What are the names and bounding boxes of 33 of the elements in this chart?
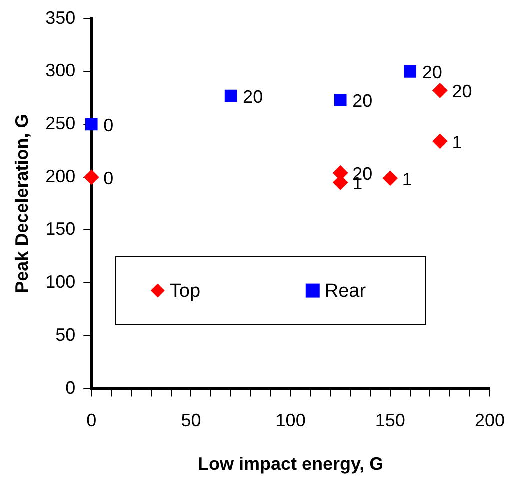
point: [85, 118, 98, 131]
point: [84, 170, 100, 185]
y-tick-label: 300: [46, 60, 76, 81]
annotation: 1: [452, 132, 462, 152]
point: [382, 170, 398, 186]
point: [334, 94, 347, 106]
point: [432, 134, 448, 149]
y-tick-label: 200: [46, 166, 76, 186]
annotation: 0: [104, 168, 114, 188]
legend-label: Rear: [324, 281, 367, 302]
x-tick-label: 200: [474, 410, 506, 431]
x-axis-title: Low impact energy, G: [198, 454, 384, 474]
annotation: 0: [104, 115, 114, 136]
y-tick-label: 0: [66, 378, 76, 398]
x-tick-label: 50: [181, 410, 202, 431]
y-tick-label: 350: [46, 8, 76, 28]
legend-label: Top: [170, 281, 201, 302]
point: [432, 83, 448, 98]
x-tick-label: 100: [276, 410, 306, 431]
x-tick-label: 0: [86, 410, 97, 431]
point: [224, 90, 238, 102]
annotation: 20: [452, 82, 472, 102]
y-tick-label: 250: [46, 113, 76, 134]
y-tick-label: 150: [46, 219, 76, 240]
x-tick-label: 150: [375, 410, 406, 431]
annotation: 20: [352, 91, 373, 112]
y-axis-title: Peak Deceleration, G: [12, 114, 32, 294]
y-tick-label: 100: [46, 272, 76, 292]
annotation: 20: [422, 62, 442, 83]
point: [404, 66, 416, 78]
annotation: 20: [243, 86, 264, 107]
annotation: 1: [402, 169, 412, 190]
y-tick-label: 50: [56, 324, 76, 345]
